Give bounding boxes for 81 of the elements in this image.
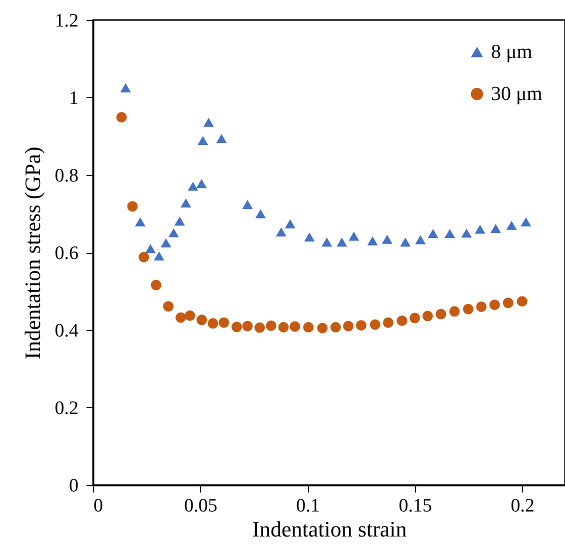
y-tick-label: 0.8	[54, 166, 78, 186]
y-tick-label: 1.2	[54, 10, 78, 32]
point	[506, 220, 517, 230]
point	[242, 320, 253, 332]
point	[163, 301, 174, 312]
point	[198, 136, 208, 146]
point	[436, 308, 446, 320]
point	[444, 228, 456, 238]
point	[134, 217, 146, 226]
point	[428, 228, 438, 238]
legend-label: 8 μm	[491, 41, 533, 63]
point	[415, 235, 426, 244]
point	[336, 237, 348, 247]
point	[120, 83, 131, 92]
point	[196, 178, 207, 188]
point	[520, 217, 532, 226]
point	[322, 237, 332, 247]
x-tick-label: 0	[94, 496, 103, 516]
point	[127, 201, 138, 212]
point	[218, 317, 230, 328]
y-tick-label: 0.2	[54, 398, 78, 419]
point	[216, 134, 227, 144]
point	[382, 234, 392, 244]
point	[150, 280, 162, 290]
point	[330, 322, 341, 333]
point	[184, 310, 196, 321]
x-tick-label: 0.15	[398, 496, 432, 516]
point	[168, 228, 179, 238]
legend-label: 30 μm	[491, 83, 543, 105]
point	[410, 312, 420, 324]
point	[180, 198, 192, 208]
point	[242, 200, 253, 209]
point	[461, 228, 472, 238]
point	[303, 322, 314, 333]
point	[474, 224, 486, 234]
point	[174, 216, 185, 226]
x-tick-label: 0.2	[510, 496, 534, 516]
y-tick-label: 1	[69, 88, 78, 109]
point	[145, 244, 156, 254]
point	[278, 322, 289, 333]
point	[516, 296, 528, 307]
point	[422, 310, 433, 322]
point	[290, 321, 300, 332]
point	[382, 317, 394, 328]
point	[343, 320, 354, 332]
point	[476, 302, 487, 312]
point	[138, 252, 150, 262]
point	[490, 224, 501, 234]
point	[502, 298, 514, 308]
point	[203, 118, 214, 127]
point	[276, 227, 286, 237]
point	[254, 322, 265, 333]
point	[188, 182, 198, 191]
point	[196, 314, 208, 326]
point	[396, 315, 408, 326]
point	[489, 300, 500, 310]
point	[356, 320, 366, 331]
y-tick-label: 0	[69, 476, 78, 496]
point	[370, 319, 380, 330]
point	[367, 236, 378, 246]
point	[266, 320, 276, 331]
point	[160, 238, 172, 248]
x-axis-title: Indentation strain	[252, 516, 407, 542]
point	[208, 318, 218, 329]
point	[400, 237, 411, 247]
point	[348, 232, 360, 241]
y-tick-label: 0.6	[54, 243, 78, 264]
point	[449, 306, 460, 317]
point	[154, 251, 164, 261]
y-tick-label: 0.4	[54, 320, 79, 342]
point	[116, 112, 127, 122]
point	[255, 209, 266, 218]
y-axis-title: Indentation stress (GPa)	[20, 146, 45, 360]
point	[176, 312, 186, 323]
x-tick-label: 0.05	[184, 496, 218, 516]
point	[462, 304, 474, 314]
point	[284, 219, 296, 228]
point	[304, 232, 315, 242]
point	[232, 322, 242, 332]
point	[317, 322, 328, 334]
x-tick-label: 0.1	[296, 496, 320, 516]
